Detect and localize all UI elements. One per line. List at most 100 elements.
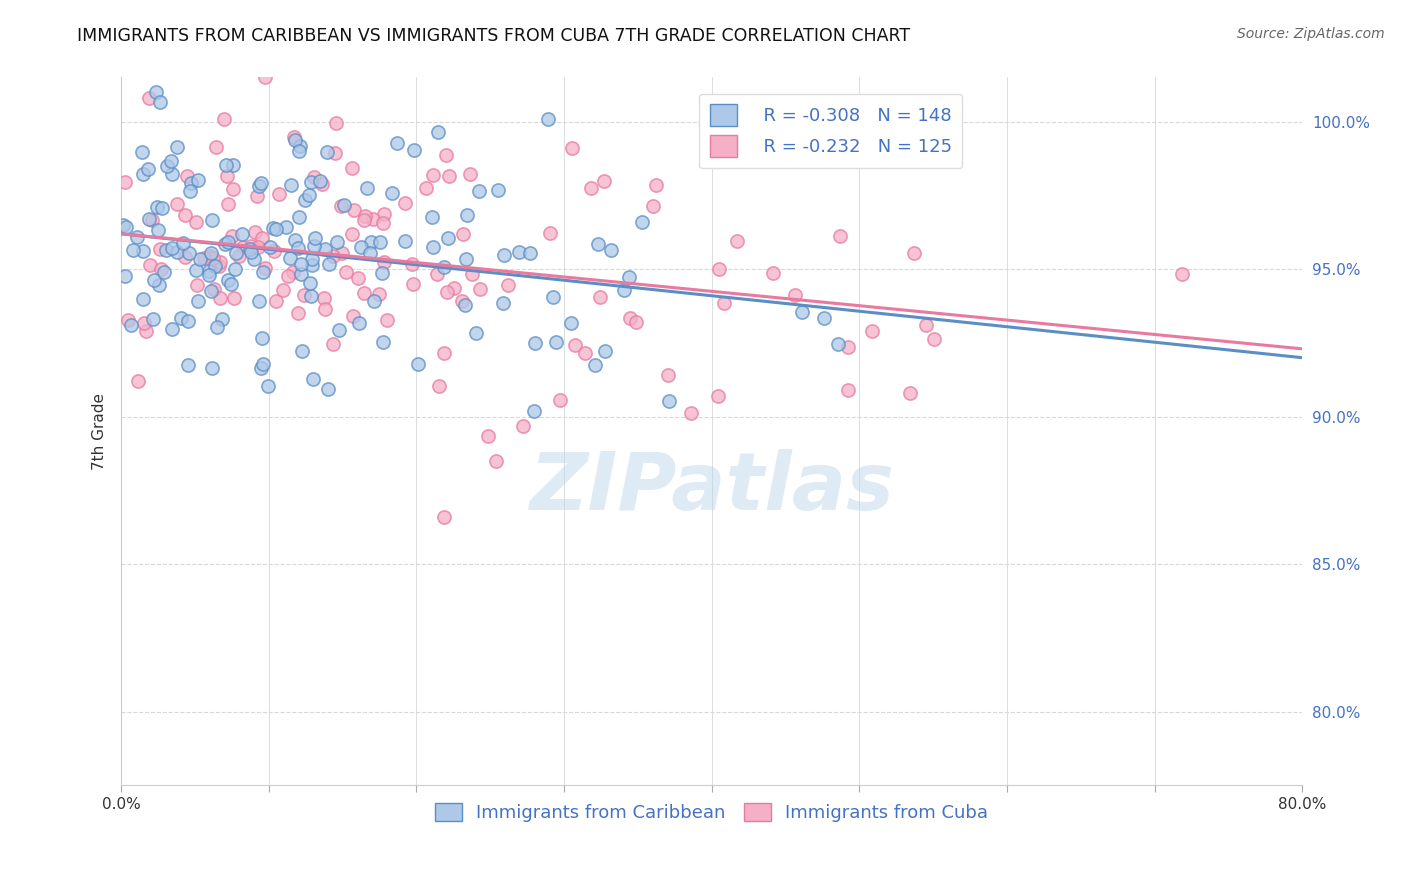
Point: [454, 298, 477, 312]
Point: [179, 246, 201, 260]
Point: [333, 198, 356, 212]
Point: [827, 336, 849, 351]
Point: [221, 229, 243, 244]
Point: [208, 260, 231, 274]
Point: [340, 227, 363, 241]
Point: [437, 231, 460, 245]
Point: [523, 404, 546, 418]
Point: [468, 282, 491, 296]
Point: [486, 183, 509, 197]
Point: [644, 178, 666, 192]
Point: [302, 238, 325, 252]
Point: [187, 293, 209, 308]
Point: [198, 264, 221, 278]
Point: [387, 136, 409, 150]
Point: [401, 257, 423, 271]
Point: [496, 277, 519, 292]
Point: [394, 195, 416, 210]
Point: [160, 167, 183, 181]
Point: [600, 243, 623, 257]
Point: [173, 250, 195, 264]
Point: [837, 340, 859, 354]
Point: [468, 185, 491, 199]
Point: [166, 139, 188, 153]
Point: [301, 258, 323, 272]
Point: [172, 235, 194, 250]
Point: [148, 278, 170, 293]
Point: [434, 148, 457, 162]
Point: [187, 173, 209, 187]
Point: [426, 267, 449, 281]
Point: [356, 181, 378, 195]
Point: [335, 265, 357, 279]
Point: [371, 216, 394, 230]
Point: [247, 178, 270, 193]
Point: [207, 319, 229, 334]
Point: [291, 343, 314, 358]
Point: [371, 335, 394, 350]
Point: [394, 235, 416, 249]
Point: [427, 379, 450, 393]
Point: [290, 257, 312, 271]
Point: [349, 316, 371, 330]
Point: [325, 235, 347, 249]
Point: [477, 429, 499, 443]
Point: [322, 249, 344, 263]
Point: [294, 194, 316, 208]
Point: [451, 227, 474, 241]
Point: [152, 265, 174, 279]
Point: [420, 210, 443, 224]
Point: [184, 214, 207, 228]
Point: [491, 296, 513, 310]
Point: [250, 230, 273, 244]
Point: [224, 261, 246, 276]
Point: [114, 175, 136, 189]
Point: [325, 116, 347, 130]
Point: [371, 266, 394, 280]
Point: [422, 169, 444, 183]
Point: [149, 262, 172, 277]
Point: [166, 244, 188, 259]
Point: [253, 70, 276, 84]
Point: [619, 311, 641, 326]
Point: [302, 169, 325, 184]
Point: [132, 292, 155, 306]
Point: [132, 244, 155, 259]
Point: [508, 245, 530, 260]
Point: [548, 393, 571, 408]
Point: [263, 244, 285, 258]
Point: [837, 383, 859, 397]
Point: [433, 260, 456, 274]
Point: [322, 337, 344, 351]
Point: [141, 213, 163, 227]
Point: [574, 346, 596, 360]
Point: [422, 240, 444, 254]
Point: [363, 294, 385, 309]
Point: [297, 187, 319, 202]
Point: [830, 229, 852, 244]
Point: [179, 184, 201, 198]
Point: [252, 265, 274, 279]
Point: [586, 237, 609, 252]
Point: [433, 510, 456, 524]
Point: [184, 263, 207, 277]
Point: [309, 173, 332, 187]
Point: [706, 389, 728, 403]
Point: [1171, 267, 1194, 281]
Point: [813, 311, 835, 326]
Y-axis label: 7th Grade: 7th Grade: [93, 393, 107, 470]
Point: [373, 207, 395, 221]
Point: [252, 331, 274, 345]
Point: [922, 332, 945, 346]
Point: [263, 221, 285, 235]
Point: [537, 112, 560, 126]
Point: [240, 239, 263, 253]
Point: [170, 311, 193, 326]
Point: [160, 154, 183, 169]
Point: [148, 223, 170, 237]
Point: [915, 318, 938, 332]
Point: [538, 227, 561, 241]
Point: [316, 382, 339, 396]
Point: [617, 269, 640, 284]
Point: [162, 241, 184, 255]
